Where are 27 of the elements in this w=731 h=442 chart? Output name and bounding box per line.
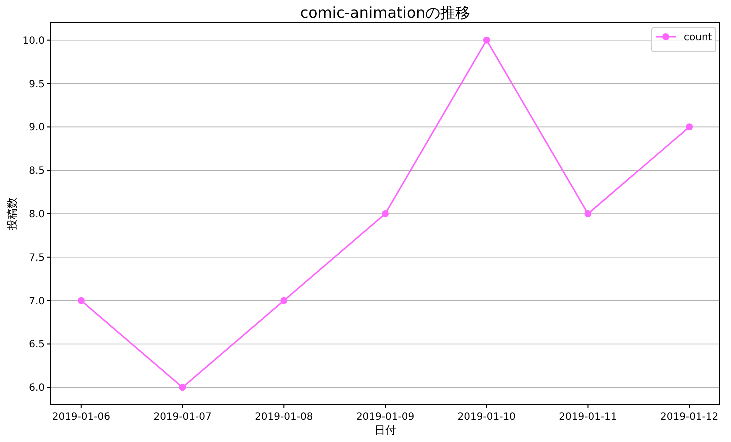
y-tick-label: 7.5 (29, 252, 45, 264)
point (280, 297, 288, 304)
point (483, 36, 490, 44)
legend-label: count (684, 32, 712, 44)
y-tick-label: 6.5 (29, 340, 45, 351)
point (686, 124, 694, 131)
y-tick-label: 8.5 (29, 166, 45, 178)
point (584, 210, 592, 218)
x-tick-label: 2019-01-10 (458, 412, 516, 423)
y-tick-label: 6.0 (29, 383, 45, 394)
y-tick-label: 9.0 (29, 122, 45, 134)
point (382, 210, 389, 218)
x-tick-label: 2019-01-06 (52, 412, 110, 423)
x-axis-title: 日付 (374, 424, 396, 437)
x-tick-label: 2019-01-07 (154, 412, 212, 423)
y-tick-label: 8.0 (29, 210, 45, 220)
point (179, 384, 186, 392)
y-tick-label: 7.0 (29, 296, 45, 308)
y-tick-label: 9.5 (29, 79, 45, 90)
y-tick-label: 10.0 (22, 36, 45, 47)
chart-title: comic-animationの推移 (300, 4, 471, 22)
x-tick-label: 2019-01-08 (255, 412, 314, 423)
x-tick-label: 2019-01-11 (559, 412, 618, 423)
point (78, 297, 85, 304)
x-tick-label: 2019-01-09 (356, 412, 415, 423)
x-tick-label: 2019-01-12 (660, 412, 719, 423)
y-axis-title: 投稿数 (6, 198, 19, 232)
